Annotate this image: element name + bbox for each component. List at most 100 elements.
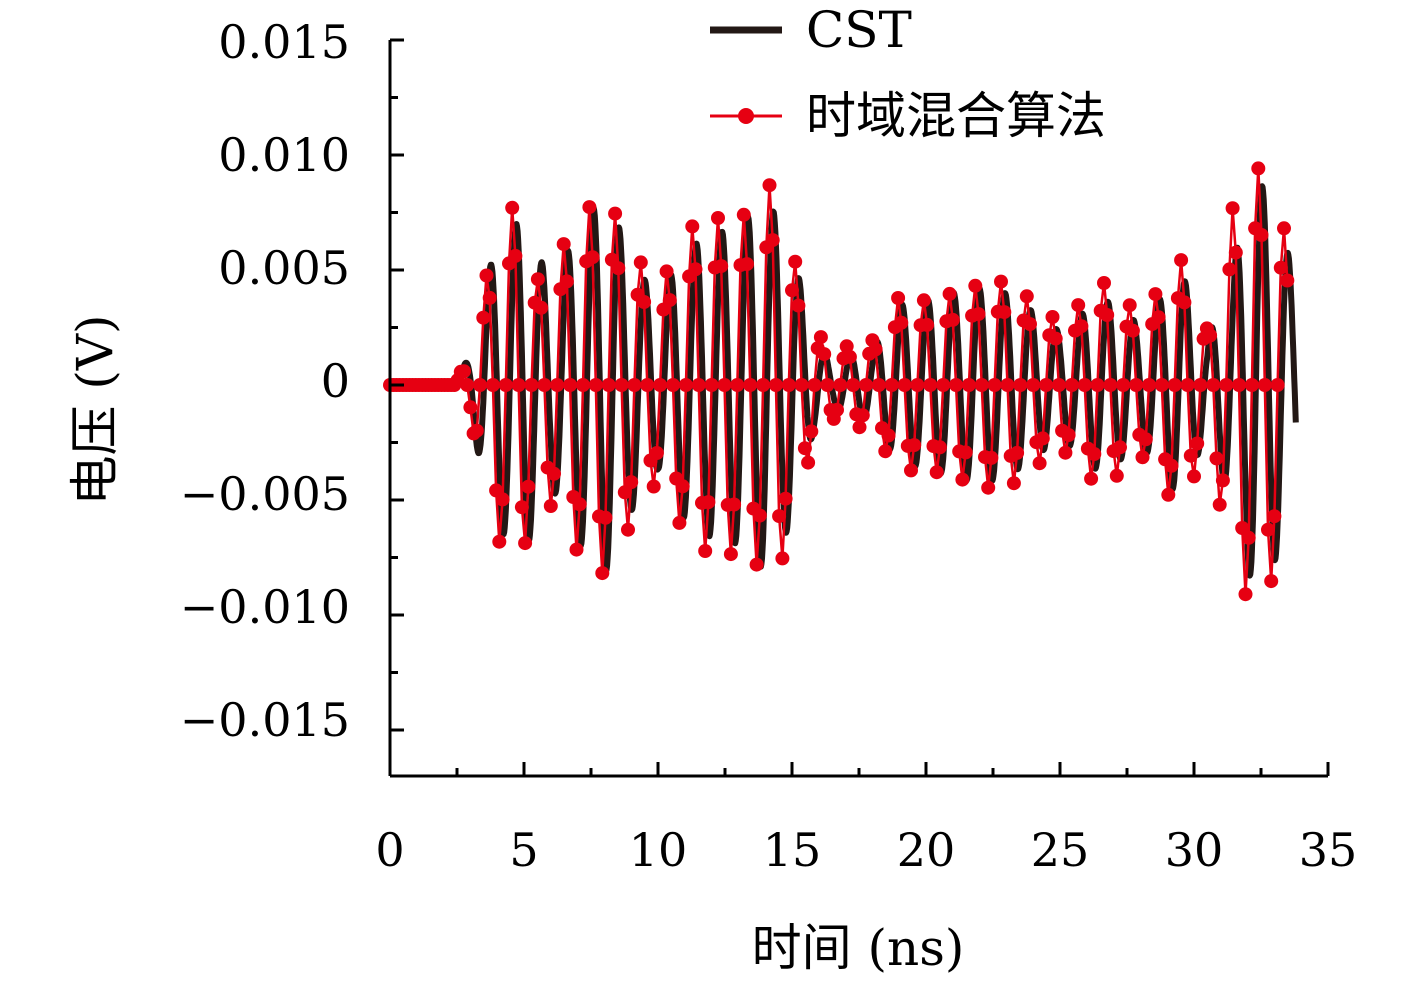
series-point: [1116, 378, 1131, 392]
series-point: [672, 515, 687, 530]
series-point: [640, 378, 655, 392]
legend: CST 时域混合算法: [710, 1, 1106, 145]
series-point: [743, 378, 758, 392]
series-point: [479, 268, 494, 283]
series-point: [1190, 436, 1205, 451]
series-point: [804, 424, 819, 439]
series-point: [1180, 378, 1195, 392]
series-point: [662, 293, 677, 308]
series-point: [801, 455, 816, 470]
series-point: [569, 542, 584, 557]
series-point: [576, 378, 590, 392]
series-point: [678, 378, 693, 392]
series-point: [768, 378, 783, 392]
series-point: [1148, 287, 1163, 302]
series-point: [1264, 574, 1279, 589]
series-point: [691, 378, 706, 392]
x-axis-title: 时间 (ns): [752, 919, 965, 977]
series-point: [717, 378, 732, 392]
series-point: [785, 283, 799, 298]
series-point: [955, 472, 970, 487]
series-point: [1238, 587, 1253, 602]
series-point: [910, 378, 925, 392]
series-point: [1280, 273, 1295, 288]
series-point: [932, 440, 947, 455]
series-point: [775, 551, 790, 566]
series-point: [666, 378, 680, 392]
series-point: [1232, 378, 1246, 392]
x-tick-label-25: 25: [1031, 823, 1090, 877]
series-point: [1023, 317, 1037, 332]
series-point: [830, 402, 844, 417]
series-point: [1254, 228, 1269, 242]
series-point: [997, 305, 1012, 320]
x-tick-label-20: 20: [897, 823, 956, 877]
series-point: [1122, 298, 1137, 313]
series-point: [855, 408, 870, 423]
series-point: [482, 290, 497, 305]
series-point: [563, 378, 578, 392]
series-point: [1045, 310, 1060, 324]
series-point: [971, 307, 986, 322]
series-point: [1206, 378, 1221, 392]
series-point: [572, 497, 587, 512]
series-point: [524, 378, 539, 392]
series-point: [929, 465, 944, 480]
series-point: [1097, 276, 1111, 290]
series-point: [1273, 260, 1288, 275]
series-point: [1061, 428, 1076, 442]
series-point: [463, 400, 478, 415]
series-point: [987, 378, 1002, 392]
series-point: [537, 378, 552, 392]
series-point: [894, 315, 909, 330]
series-point: [714, 259, 729, 274]
series-point: [1048, 331, 1063, 346]
series-point: [813, 330, 828, 345]
series-point: [637, 295, 652, 309]
legend-label-cst: CST: [806, 1, 912, 59]
series-layer: [383, 161, 1299, 602]
series-point: [543, 499, 558, 513]
series-point: [621, 522, 635, 537]
series-point: [518, 536, 533, 551]
y-tick-label-0005: 0.005: [218, 241, 350, 295]
series-point: [1084, 471, 1099, 486]
series-point: [1010, 445, 1025, 460]
x-tick-label-0: 0: [375, 823, 404, 877]
series-point: [617, 485, 632, 500]
series-point: [611, 261, 626, 276]
series-point: [945, 312, 960, 327]
series-point: [550, 378, 565, 392]
x-tick-label-30: 30: [1165, 823, 1224, 877]
series-point: [839, 339, 854, 354]
series-point: [601, 378, 616, 392]
series-point: [797, 441, 812, 456]
series-point: [974, 378, 989, 392]
series-point: [624, 475, 639, 490]
series-point: [907, 438, 922, 453]
y-tick-label-0: 0: [321, 354, 350, 408]
series-point: [498, 378, 513, 392]
series-point: [781, 378, 796, 392]
series-point: [1174, 253, 1189, 268]
series-point: [942, 286, 957, 301]
series-point: [659, 264, 674, 279]
series-point: [730, 378, 745, 392]
series-point: [556, 237, 571, 252]
series-point: [936, 378, 951, 392]
legend-label-hybrid: 时域混合算法: [806, 87, 1106, 145]
series-point: [485, 378, 500, 392]
series-point: [881, 428, 896, 443]
series-point: [1177, 295, 1192, 310]
series-point: [1267, 509, 1282, 524]
series-point: [588, 378, 603, 392]
series-point: [675, 479, 690, 494]
x-tick-label-35: 35: [1299, 823, 1358, 877]
series-point: [981, 480, 996, 495]
series-point: [778, 491, 793, 506]
series-point: [473, 378, 487, 392]
series-point: [585, 250, 600, 265]
x-tick-label-15: 15: [763, 823, 822, 877]
series-point: [608, 206, 623, 221]
